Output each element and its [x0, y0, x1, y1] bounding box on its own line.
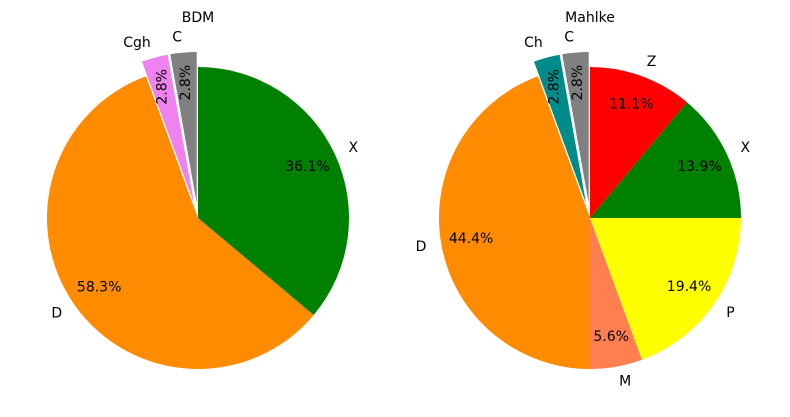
pie-slice-mahlke-p: [590, 218, 741, 360]
slice-label-mahlke-p: P: [726, 305, 734, 321]
slice-label-mahlke-x: X: [741, 140, 751, 156]
slice-percent-bdm-x: 36.1%: [285, 159, 329, 175]
slice-percent-bdm-c: 2.8%: [178, 65, 194, 101]
pie-slice-bdm-cgh: [142, 54, 195, 204]
pie-slice-bdm-d: [47, 76, 314, 370]
pie-slice-mahlke-x: [590, 102, 741, 218]
pie-chart-bdm: C 2.8% Cgh 2.8% D 58.3% X 36.1% BDM: [47, 10, 359, 370]
slice-percent-mahlke-m: 5.6%: [593, 329, 629, 345]
pie-slice-mahlke-ch: [534, 54, 587, 204]
pie-slice-mahlke-c: [562, 51, 589, 203]
pie-slice-bdm-c: [170, 51, 197, 203]
slice-label-mahlke-d: D: [416, 239, 427, 255]
slice-label-mahlke-ch: Ch: [524, 35, 543, 51]
slice-percent-mahlke-z: 11.1%: [609, 96, 653, 112]
slice-percent-mahlke-c: 2.8%: [570, 65, 586, 101]
slice-percent-mahlke-x: 13.9%: [677, 159, 721, 175]
slice-percent-bdm-cgh: 2.8%: [155, 69, 171, 105]
slice-percent-bdm-d: 58.3%: [77, 279, 121, 295]
slice-percent-mahlke-p: 19.4%: [667, 279, 711, 295]
slice-label-mahlke-m: M: [619, 374, 631, 390]
chart-title-mahlke: Mahlke: [565, 10, 615, 26]
slice-label-bdm-x: X: [349, 140, 359, 156]
pie-slice-mahlke-m: [590, 218, 643, 369]
slice-label-mahlke-c: C: [564, 30, 574, 46]
chart-title-bdm: BDM: [182, 10, 214, 26]
pie-chart-mahlke: C 2.8% Ch 2.8% D 44.4% M 5.6% P 19.4% X 13.9% Z 11.1%…: [416, 10, 751, 390]
pie-slice-mahlke-d: [439, 76, 590, 369]
slice-label-bdm-c: C: [172, 30, 182, 46]
pie-slice-bdm-x: [198, 67, 349, 315]
slice-label-bdm-cgh: Cgh: [123, 35, 151, 51]
slice-label-bdm-d: D: [51, 306, 62, 322]
slice-label-mahlke-z: Z: [647, 54, 657, 70]
pie-slice-mahlke-z: [590, 67, 687, 218]
slice-percent-mahlke-ch: 2.8%: [547, 69, 563, 105]
slice-percent-mahlke-d: 44.4%: [449, 231, 493, 247]
